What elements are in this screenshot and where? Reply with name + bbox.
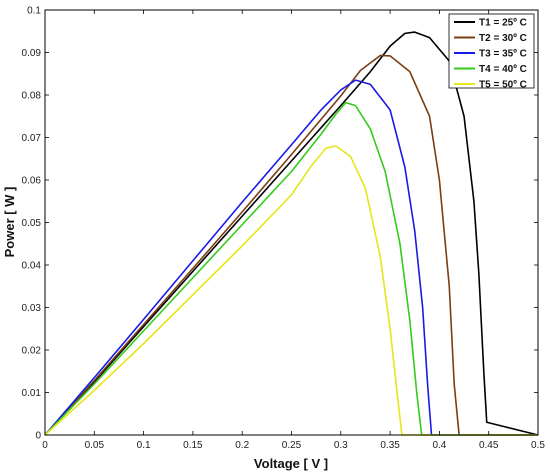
x-tick-label: 0.15 <box>183 440 203 451</box>
legend-label-3: T3 = 35º C <box>479 49 527 60</box>
x-tick-label: 0.4 <box>432 440 446 451</box>
x-axis-label: Voltage [ V ] <box>254 456 328 471</box>
series-line-3 <box>44 79 538 436</box>
x-tick-label: 0.5 <box>531 440 545 451</box>
x-tick-label: 0 <box>42 440 48 451</box>
series-line-2 <box>44 54 538 436</box>
x-tick-label: 0.05 <box>85 440 105 451</box>
x-tick-label: 0.25 <box>282 440 302 451</box>
series-layer <box>44 31 539 436</box>
x-tick-label: 0.1 <box>137 440 151 451</box>
y-tick-label: 0.09 <box>22 48 42 59</box>
y-tick-label: 0.06 <box>22 176 42 187</box>
y-tick-label: 0 <box>35 431 41 442</box>
y-tick-label: 0.01 <box>22 388 42 399</box>
series-line-1 <box>44 31 539 436</box>
y-axis-label: Power [ W ] <box>2 187 17 258</box>
y-tick-label: 0.08 <box>22 91 42 102</box>
x-tick-label: 0.2 <box>235 440 249 451</box>
legend-label-1: T1 = 25º C <box>479 18 527 29</box>
legend-entries: T1 = 25º C T2 = 30º C T3 = 35º C T4 = 40º C… <box>454 18 527 91</box>
y-tick-label: 0.03 <box>22 303 42 314</box>
legend-label-5: T5 = 50º C <box>479 80 527 91</box>
ticks-layer: 0 0.05 0.1 0.15 0.2 0.25 0.3 0.35 0.4 0.45 0.5 0 0.0… <box>22 6 546 452</box>
x-tick-label: 0.45 <box>479 440 499 451</box>
y-tick-label: 0.05 <box>22 218 42 229</box>
x-tick-label: 0.35 <box>380 440 400 451</box>
y-tick-label: 0.1 <box>27 6 41 17</box>
y-tick-label: 0.02 <box>22 346 42 357</box>
series-line-4 <box>44 101 538 436</box>
legend-box <box>448 13 535 89</box>
legend-label-2: T2 = 30º C <box>479 33 527 44</box>
y-tick-label: 0.04 <box>22 261 42 272</box>
x-tick-label: 0.3 <box>334 440 348 451</box>
y-tick-label: 0.07 <box>22 133 42 144</box>
legend: T1 = 25º C T2 = 30º C T3 = 35º C T4 = 40º C… <box>448 13 535 91</box>
series-line-5 <box>44 145 538 436</box>
legend-label-4: T4 = 40º C <box>479 64 527 75</box>
